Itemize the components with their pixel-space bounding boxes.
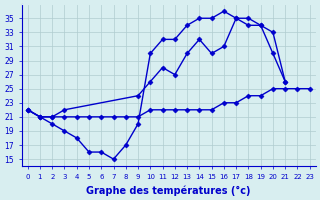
- X-axis label: Graphe des températures (°c): Graphe des températures (°c): [86, 185, 251, 196]
